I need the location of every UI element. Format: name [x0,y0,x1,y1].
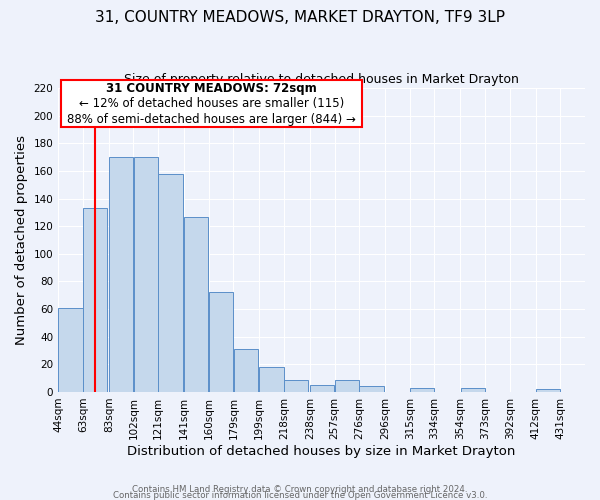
Bar [209,292,233,392]
Text: Contains HM Land Registry data © Crown copyright and database right 2024.: Contains HM Land Registry data © Crown c… [132,484,468,494]
Bar [310,385,334,392]
X-axis label: Distribution of detached houses by size in Market Drayton: Distribution of detached houses by size … [127,444,516,458]
Text: 31, COUNTRY MEADOWS, MARKET DRAYTON, TF9 3LP: 31, COUNTRY MEADOWS, MARKET DRAYTON, TF9… [95,10,505,25]
Bar [233,349,258,392]
Bar [410,388,434,392]
Title: Size of property relative to detached houses in Market Drayton: Size of property relative to detached ho… [124,72,519,86]
Bar [58,308,83,392]
Text: ← 12% of detached houses are smaller (115): ← 12% of detached houses are smaller (11… [79,97,344,110]
Bar [259,367,284,392]
Bar [536,389,560,392]
Bar [461,388,485,392]
Bar [184,216,208,392]
Bar [158,174,182,392]
Bar [134,157,158,392]
Text: 88% of semi-detached houses are larger (844) →: 88% of semi-detached houses are larger (… [67,114,356,126]
Y-axis label: Number of detached properties: Number of detached properties [15,135,28,345]
Bar [359,386,383,392]
FancyBboxPatch shape [61,80,362,126]
Bar [83,208,107,392]
Text: 31 COUNTRY MEADOWS: 72sqm: 31 COUNTRY MEADOWS: 72sqm [106,82,317,94]
Bar [109,157,133,392]
Text: Contains public sector information licensed under the Open Government Licence v3: Contains public sector information licen… [113,490,487,500]
Bar [335,380,359,392]
Bar [284,380,308,392]
